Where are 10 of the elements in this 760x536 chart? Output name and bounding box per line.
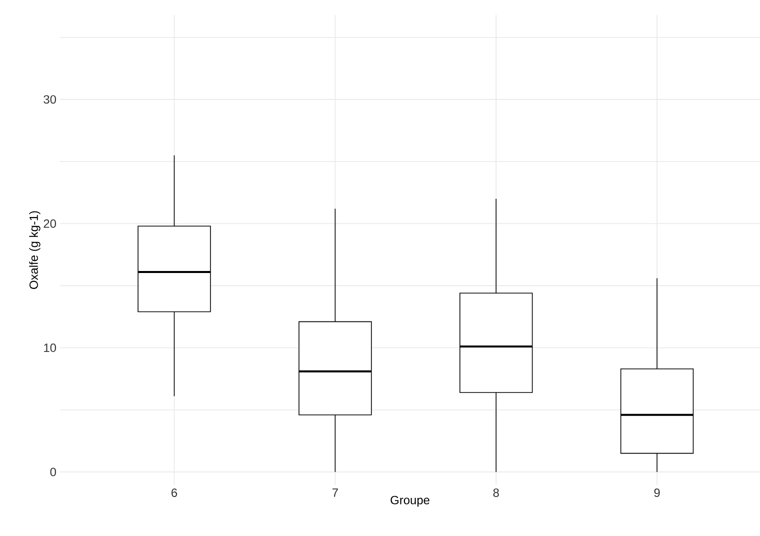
y-tick-label: 20 bbox=[44, 219, 56, 228]
y-tick-label: 0 bbox=[50, 468, 56, 476]
y-tick-label: 30 bbox=[44, 95, 56, 104]
x-tick-label: 7 bbox=[332, 488, 338, 497]
x-tick-label: 8 bbox=[493, 488, 499, 497]
y-axis-title: Oxalfe (g kg-1) bbox=[29, 211, 40, 289]
x-tick-label: 9 bbox=[654, 488, 660, 497]
x-axis-title: Groupe bbox=[390, 496, 430, 507]
y-tick-label: 10 bbox=[44, 344, 56, 352]
x-tick-label: 6 bbox=[172, 488, 178, 497]
